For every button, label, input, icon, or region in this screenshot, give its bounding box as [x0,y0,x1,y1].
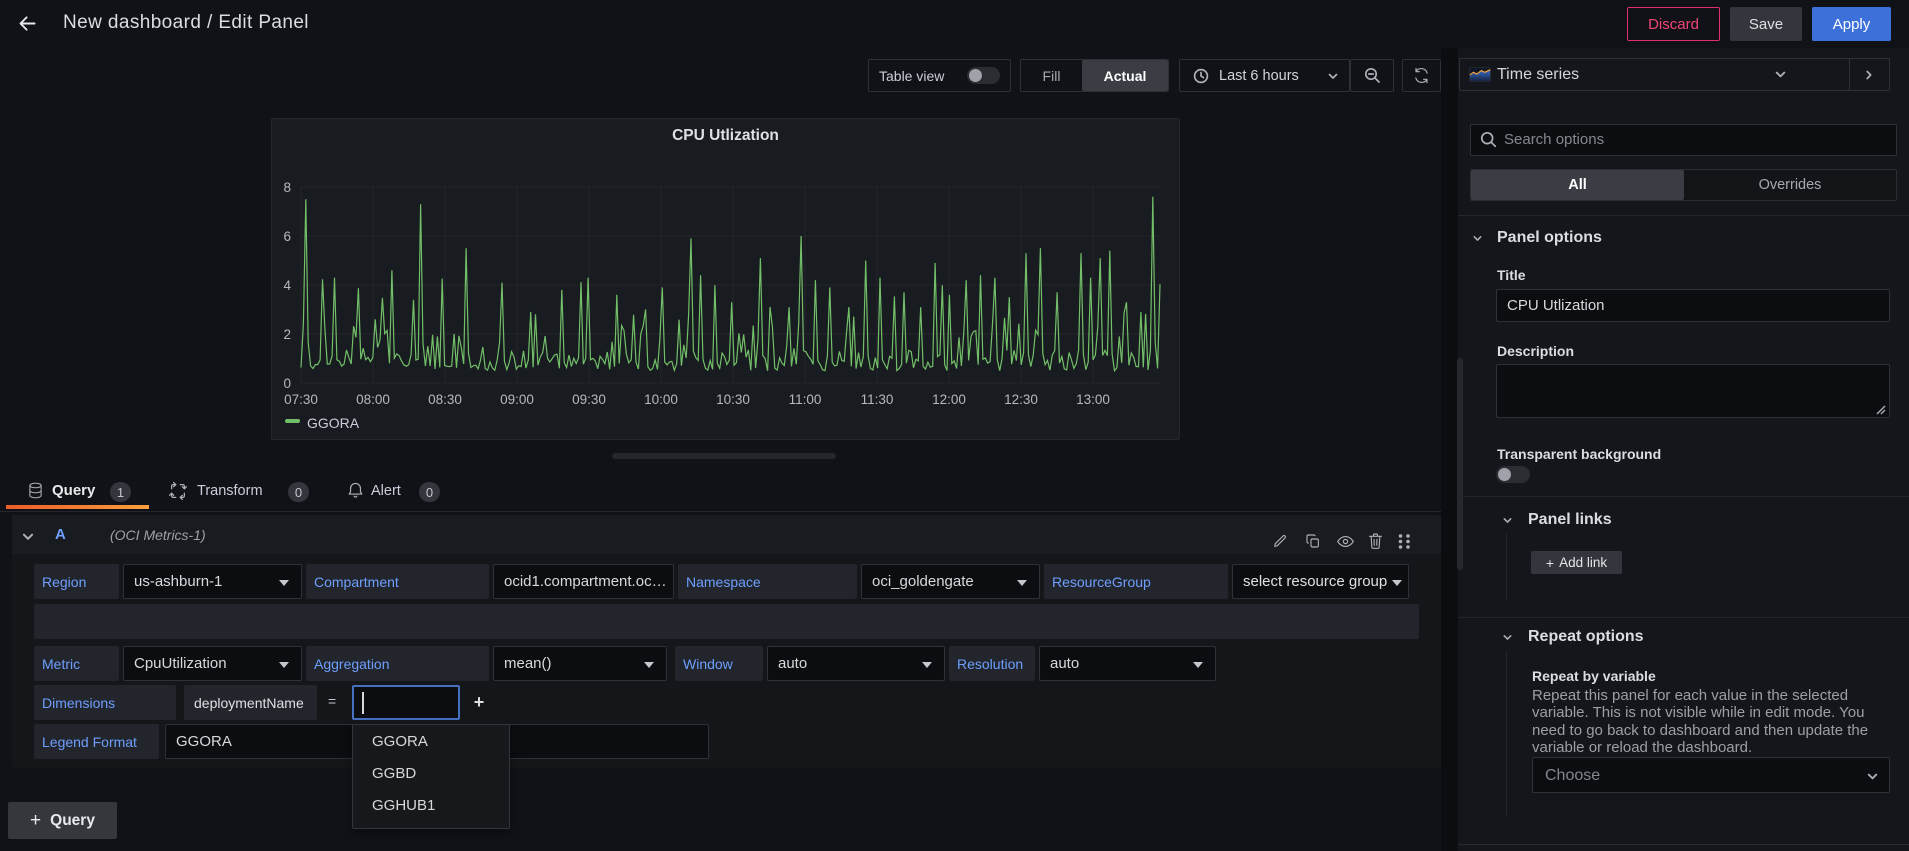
svg-text:4: 4 [283,278,291,293]
svg-text:13:00: 13:00 [1076,392,1110,407]
svg-text:6: 6 [283,229,291,244]
svg-text:12:00: 12:00 [932,392,966,407]
svg-text:GGORA: GGORA [307,415,360,431]
svg-text:2: 2 [283,327,291,342]
svg-text:08:00: 08:00 [356,392,390,407]
svg-text:0: 0 [283,376,291,391]
svg-text:10:30: 10:30 [716,392,750,407]
svg-text:09:30: 09:30 [572,392,606,407]
svg-text:11:30: 11:30 [861,392,894,407]
svg-text:09:00: 09:00 [500,392,534,407]
svg-text:11:00: 11:00 [789,392,822,407]
svg-text:12:30: 12:30 [1004,392,1038,407]
svg-text:8: 8 [283,180,291,195]
svg-text:07:30: 07:30 [284,392,318,407]
svg-text:10:00: 10:00 [644,392,678,407]
svg-text:08:30: 08:30 [428,392,462,407]
